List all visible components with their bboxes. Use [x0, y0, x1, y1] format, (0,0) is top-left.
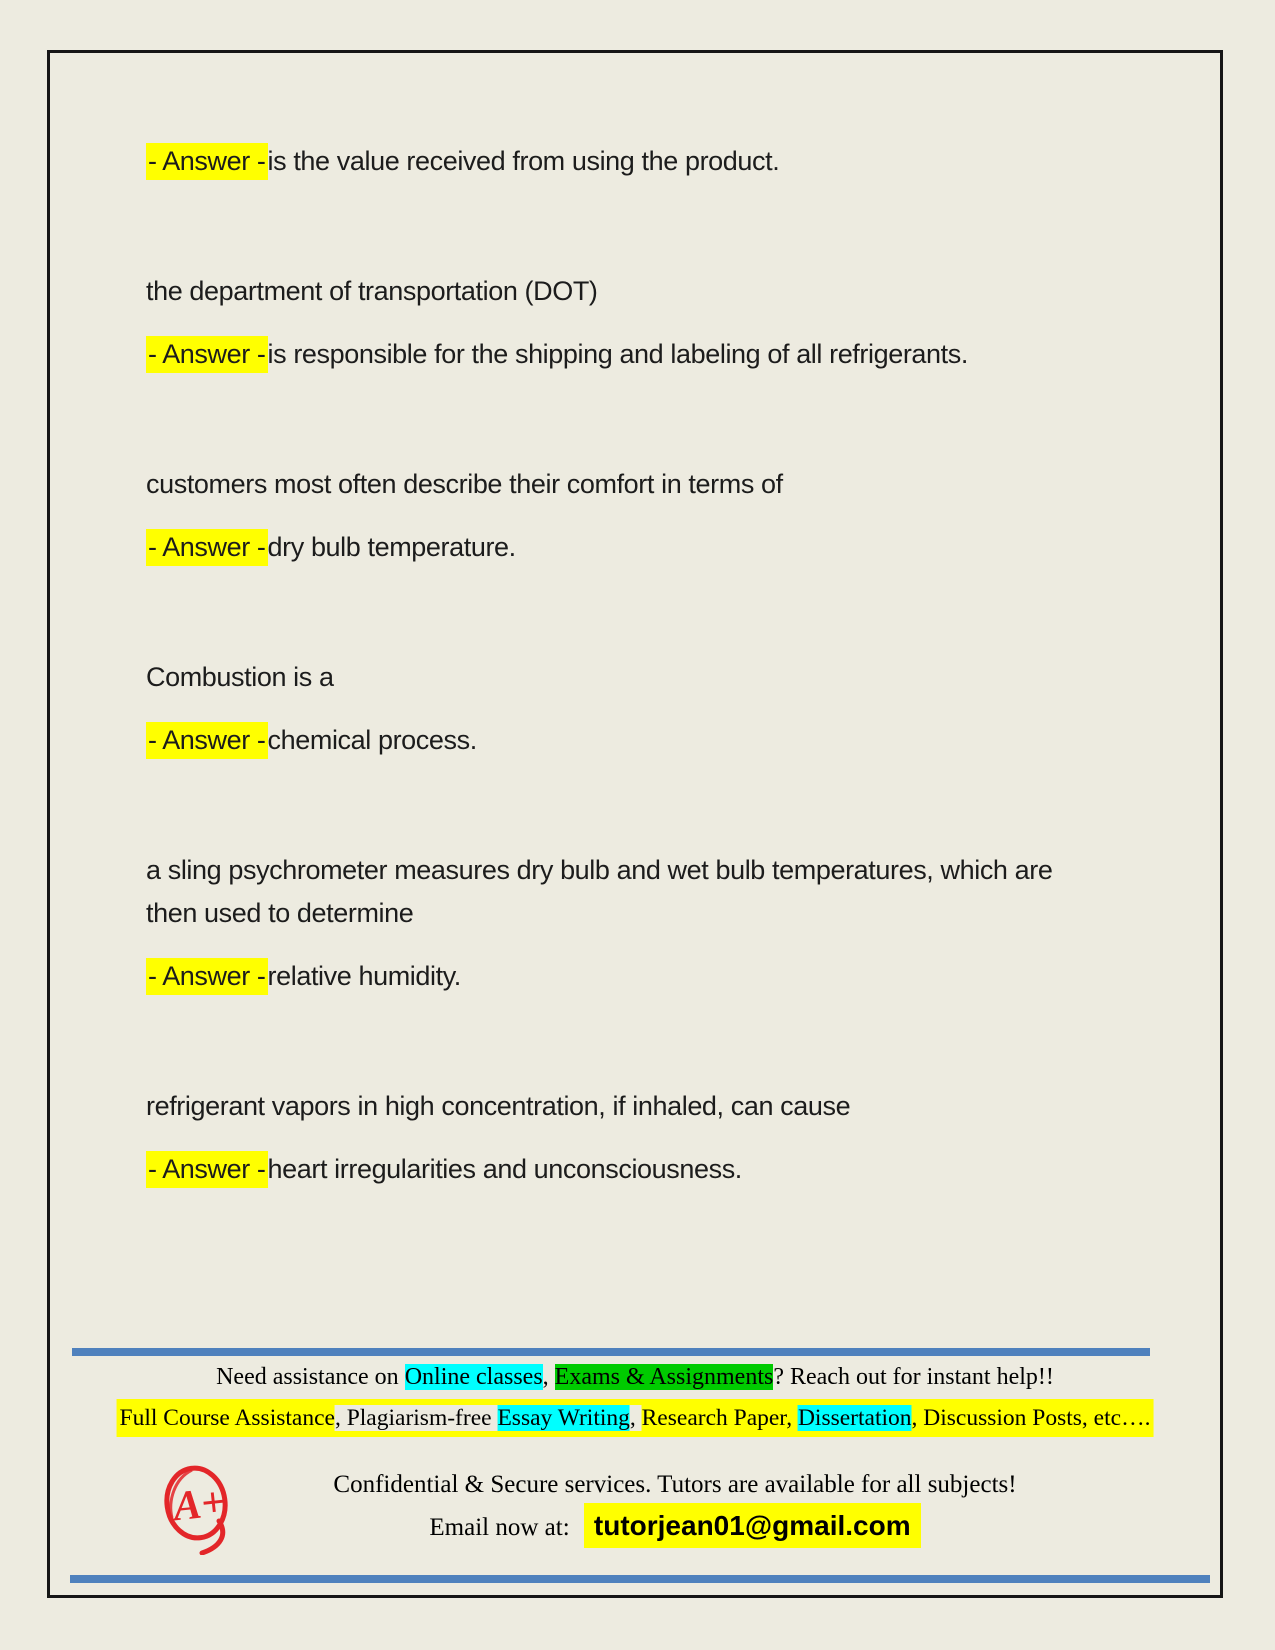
a-plus-logo-icon: A+ — [164, 1465, 228, 1555]
answer-highlight: - Answer - — [146, 1151, 268, 1188]
divider-bottom — [70, 1575, 1210, 1583]
footer-segment: , — [542, 1364, 555, 1390]
answer-text: is the value received from using the pro… — [267, 146, 780, 176]
footer-segment: Exams & Assignments — [554, 1364, 774, 1390]
qa-block: a sling psychrometer measures dry bulb a… — [146, 849, 1130, 998]
footer-segment: , Discussion Posts, etc…. — [911, 1405, 1151, 1431]
page-border: - Answer -is the value received from usi… — [47, 50, 1223, 1598]
footer-assist-line: Need assistance on Online classes, Exams… — [50, 1361, 1220, 1394]
answer-highlight: - Answer - — [146, 336, 268, 373]
answer-text: chemical process. — [267, 725, 478, 755]
answer-highlight: - Answer - — [146, 958, 268, 995]
answer-highlight: - Answer - — [146, 722, 268, 759]
email-label: Email now at: — [429, 1514, 570, 1541]
answer-text: heart irregularities and unconsciousness… — [267, 1154, 743, 1184]
qa-block: - Answer -is the value received from usi… — [146, 140, 1130, 183]
qa-block: refrigerant vapors in high concentration… — [146, 1085, 1130, 1191]
answer-highlight: - Answer - — [146, 143, 268, 180]
answer-text: is responsible for the shipping and labe… — [267, 339, 969, 369]
answer-line: - Answer -dry bulb temperature. — [146, 526, 1130, 569]
footer-segment: Essay Writing — [497, 1405, 630, 1431]
answer-line: - Answer -is responsible for the shippin… — [146, 333, 1130, 376]
answer-text: dry bulb temperature. — [267, 532, 517, 562]
answer-line: - Answer -is the value received from usi… — [146, 140, 1130, 183]
divider-top — [72, 1348, 1150, 1356]
footer-segment: Research Paper, — [641, 1405, 798, 1431]
footer-segment: ? Reach out for instant help!! — [773, 1364, 1054, 1390]
qa-blocks: - Answer -is the value received from usi… — [146, 140, 1130, 1191]
qa-content: - Answer -is the value received from usi… — [50, 53, 1220, 1191]
question-text: customers most often describe their comf… — [146, 469, 783, 499]
email-row: Email now at: tutorjean01@gmail.com — [170, 1503, 1180, 1550]
footer-segment: , — [629, 1405, 642, 1431]
email-address: tutorjean01@gmail.com — [583, 1503, 921, 1548]
footer-segment: Full Course Assistance — [119, 1405, 335, 1431]
question-text: Combustion is a — [146, 662, 334, 692]
footer-segment: Need assistance on — [216, 1364, 405, 1390]
qa-block: customers most often describe their comf… — [146, 463, 1130, 569]
confidential-text: Confidential & Secure services. Tutors a… — [333, 1471, 1017, 1498]
footer-segment: , Plagiarism-free — [334, 1405, 498, 1431]
question-text: the department of transportation (DOT) — [146, 276, 598, 306]
question-text: a sling psychrometer measures dry bulb a… — [146, 855, 1053, 928]
answer-line: - Answer -chemical process. — [146, 719, 1130, 762]
footer-services-line: Full Course Assistance, Plagiarism-free … — [116, 1399, 1154, 1437]
footer-segment: Online classes — [404, 1364, 543, 1390]
answer-text: relative humidity. — [267, 961, 462, 991]
answer-line: - Answer -relative humidity. — [146, 955, 1130, 998]
question-text: refrigerant vapors in high concentration… — [146, 1091, 851, 1121]
svg-text:A+: A+ — [168, 1479, 227, 1530]
qa-block: Combustion is a - Answer -chemical proces… — [146, 656, 1130, 762]
footer-segment: Dissertation — [797, 1405, 912, 1431]
answer-line: - Answer -heart irregularities and uncon… — [146, 1148, 1130, 1191]
qa-block: the department of transportation (DOT) - … — [146, 270, 1130, 376]
answer-highlight: - Answer - — [146, 529, 268, 566]
